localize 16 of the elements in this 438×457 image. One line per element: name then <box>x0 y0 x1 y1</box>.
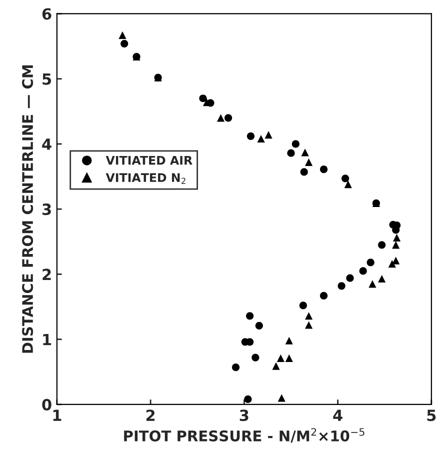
legend-label: VITIATED N$_{2}$ <box>106 173 186 184</box>
x-tick-label: 2 <box>146 410 155 421</box>
x-tick-label: 4 <box>333 410 342 421</box>
y-tick-label: 6 <box>42 8 52 20</box>
x-axis-title: PITOT PRESSURE - N/M$^{2}$×10$^{−5}$ <box>124 428 364 443</box>
y-tick-label: 5 <box>42 74 52 85</box>
y-tick-label: 3 <box>42 204 51 216</box>
legend-label: VITIATED AIR <box>106 156 192 165</box>
x-tick-label: 5 <box>427 410 436 422</box>
x-tick-label: 1 <box>53 410 62 421</box>
y-tick-label: 2 <box>42 268 51 280</box>
y-tick-label: 4 <box>42 138 52 150</box>
y-axis-title: DISTANCE FROM CENTERLINE — CM <box>22 65 34 353</box>
y-tick-label: 1 <box>43 334 52 346</box>
x-tick-label: 3 <box>240 410 248 422</box>
y-tick-label: 0 <box>42 398 52 410</box>
